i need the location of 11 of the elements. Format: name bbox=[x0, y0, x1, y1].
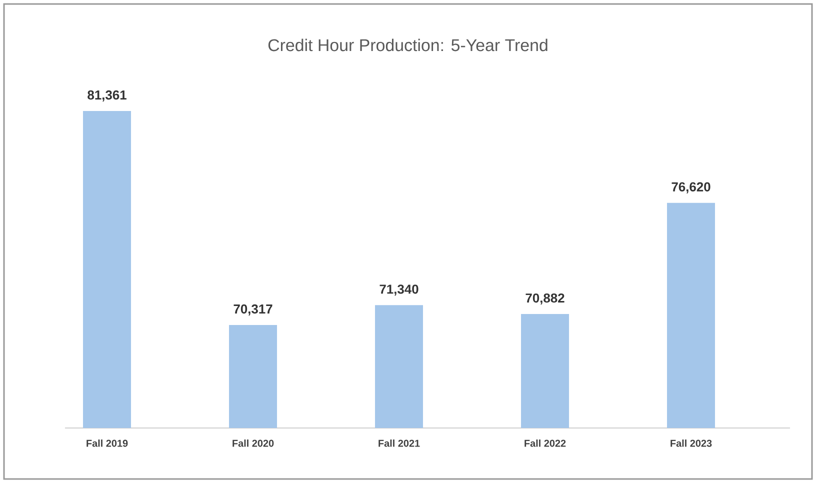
data-label: 70,882 bbox=[526, 293, 564, 304]
x-tick-label: Fall 2023 bbox=[670, 440, 712, 447]
x-tick-label: Fall 2022 bbox=[524, 440, 566, 447]
data-label: 81,361 bbox=[88, 90, 126, 102]
chart-title: Credit Hour Production: 5-Year Trend bbox=[268, 38, 548, 52]
data-label: 70,317 bbox=[234, 304, 272, 316]
x-tick-label: Fall 2019 bbox=[86, 440, 128, 447]
data-label: 76,620 bbox=[672, 182, 710, 194]
data-label: 71,340 bbox=[380, 284, 418, 296]
x-tick-label: Fall 2020 bbox=[232, 440, 274, 447]
x-tick-label: Fall 2021 bbox=[378, 440, 420, 447]
